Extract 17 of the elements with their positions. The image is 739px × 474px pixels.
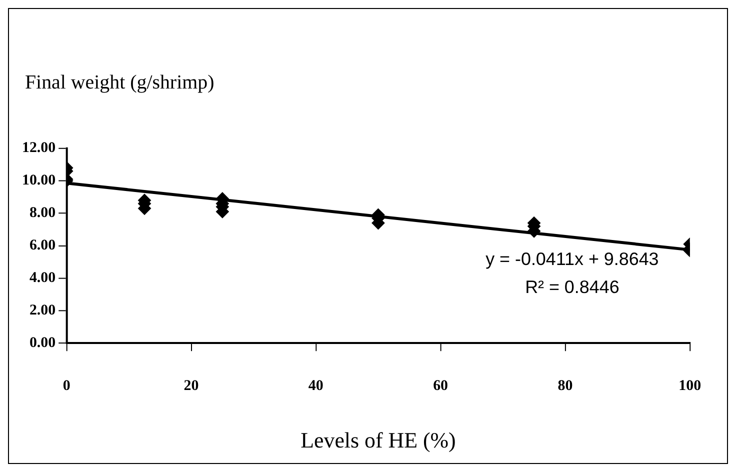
y-tick-label: 4.00 (29, 270, 56, 286)
x-tick-label: 20 (184, 378, 199, 394)
annotation: y = -0.0411x + 9.8643 (486, 249, 659, 270)
y-tick-label: 6.00 (29, 238, 56, 254)
x-axis-title: Levels of HE (%) (300, 428, 456, 453)
y-tick-label: 12.00 (22, 140, 56, 156)
y-tick-label: 2.00 (29, 302, 56, 319)
x-tick-label: 0 (62, 378, 70, 394)
x-tick-label: 60 (433, 378, 448, 394)
y-axis-title: Final weight (g/shrimp) (24, 72, 214, 94)
y-tick-label: 8.00 (29, 205, 56, 222)
x-tick-label: 40 (308, 378, 324, 394)
y-tick-label: 10.00 (22, 172, 56, 189)
x-tick-label: 80 (558, 378, 573, 394)
annotation: R² = 0.8446 (525, 277, 620, 298)
x-tick-label: 100 (678, 378, 702, 394)
y-tick-label: 0.00 (29, 334, 56, 351)
